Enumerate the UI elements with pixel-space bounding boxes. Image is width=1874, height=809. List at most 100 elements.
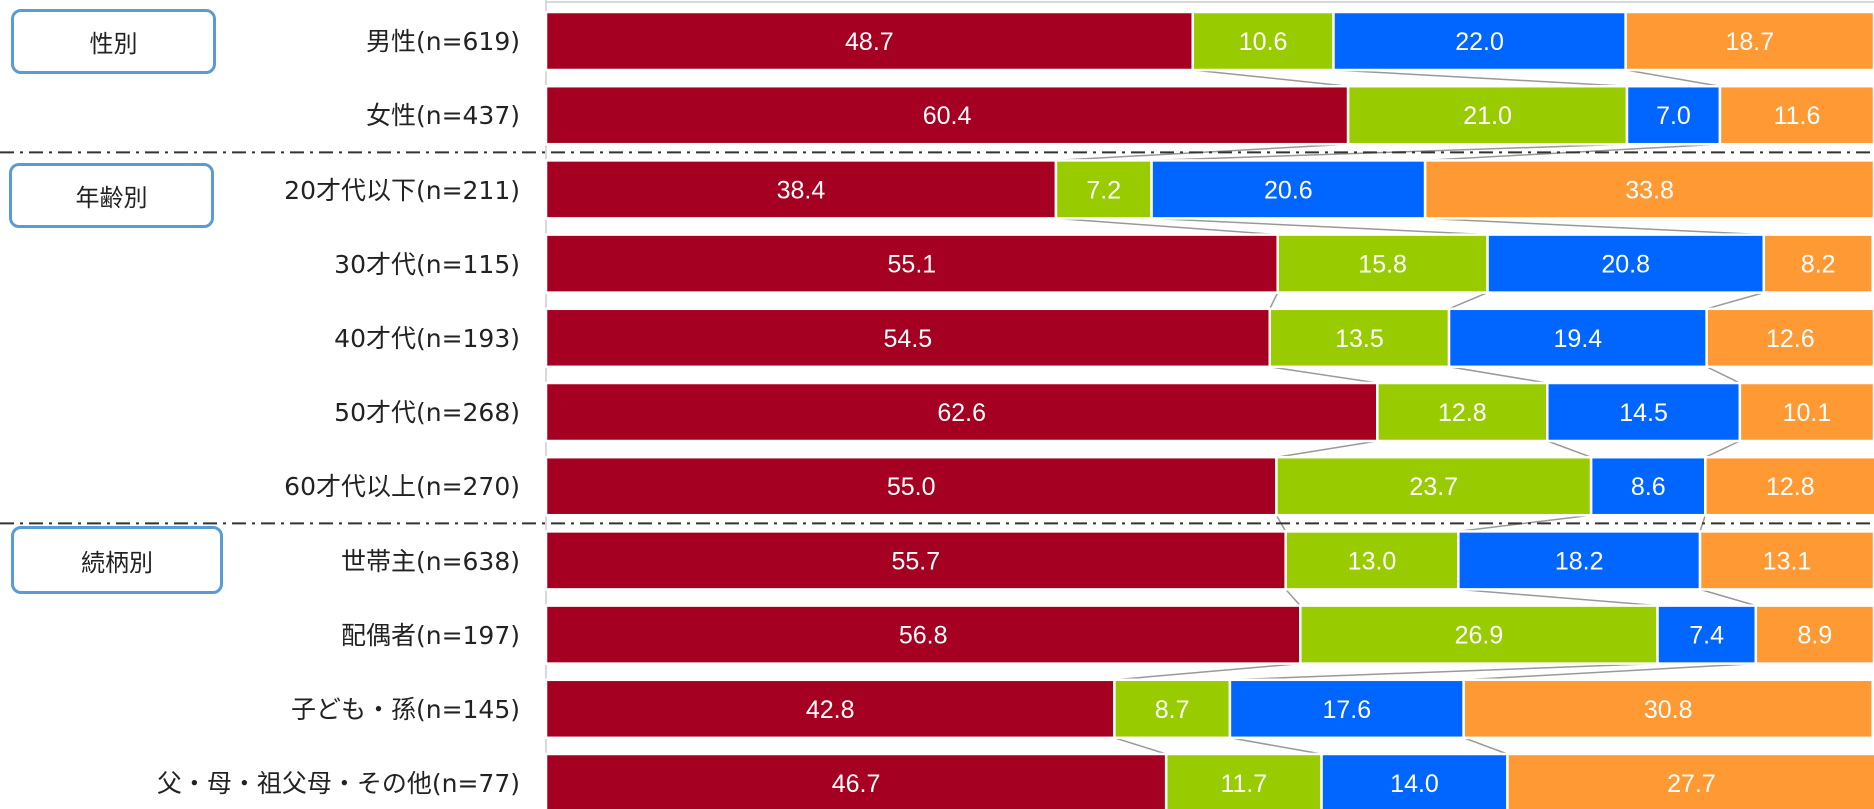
bar-segment [1705,307,1874,369]
data-label: 60.4 [923,102,972,130]
bar-segment [544,307,1272,369]
series-line [1705,440,1741,458]
bar-segment [1506,752,1874,809]
category-label: 20才代以下(n=211) [284,176,520,205]
data-label: 30.8 [1644,696,1693,724]
data-label: 38.4 [777,176,826,204]
data-label: 13.0 [1348,547,1397,575]
series-line [1706,366,1741,384]
data-label: 14.5 [1619,399,1668,427]
bar-segment [1191,10,1335,72]
bar-segment [1299,604,1659,665]
data-label: 8.2 [1801,251,1836,279]
bar-segment [1228,678,1465,740]
bar-segment [1718,84,1874,146]
data-label: 10.1 [1783,399,1832,427]
series-line [1285,588,1301,607]
bar-segment [1164,752,1323,809]
data-label: 18.2 [1555,547,1604,575]
bar-segment [1457,530,1702,591]
data-label: 8.6 [1631,473,1666,501]
category-label: 60才代以上(n=270) [284,472,520,501]
data-label: 56.8 [899,622,948,650]
category-label: 父・母・祖父母・その他(n=77) [156,769,520,798]
data-label: 48.7 [845,28,894,56]
bar-row: 42.8 8.7 17.6 30.8 [544,678,1874,740]
data-label: 55.0 [887,473,936,501]
series-line [1448,366,1548,384]
series-line [1333,69,1628,87]
series-line [1229,662,1658,681]
bar-row: 55.7 13.0 18.2 13.1 [544,530,1874,591]
bar-segment [1624,10,1874,72]
bar-row: 55.0 23.7 8.6 12.8 [544,455,1874,517]
group-box-age: 年齢別 [9,163,214,228]
category-label: 50才代(n=268) [334,398,520,427]
data-label: 11.6 [1774,102,1821,130]
bar-segment [1698,530,1874,591]
bar-row: 56.8 26.9 7.4 8.9 [544,604,1874,665]
data-label: 55.1 [888,251,937,279]
bar-segment [1275,455,1593,517]
series-line [1547,440,1592,458]
data-label: 54.5 [884,325,933,353]
series-line [1425,217,1764,236]
data-label: 62.6 [937,399,986,427]
bar-row: 60.4 21.0 7.0 11.6 [544,84,1874,146]
data-label: 13.1 [1763,547,1812,575]
group-label-age: 年齢別 [75,184,148,212]
category-label: 配偶者(n=197) [340,621,520,650]
bar-segment [1656,604,1758,665]
series-line [1625,69,1721,87]
series-line [1463,662,1756,681]
data-label: 20.6 [1264,176,1313,204]
bar-segment [1332,10,1627,72]
data-label: 33.8 [1625,176,1674,204]
series-line [1151,143,1628,162]
data-label: 55.7 [892,547,941,575]
bar-segment [1276,233,1489,294]
series-line [1269,366,1378,384]
series-line [1114,737,1167,755]
data-label: 46.7 [832,770,881,798]
data-label: 23.7 [1409,473,1458,501]
data-label: 7.4 [1689,622,1724,650]
bar-segment [1423,159,1874,220]
bar-segment [1346,84,1629,146]
series-line [1055,217,1278,236]
series-line [1458,514,1592,533]
group-box-relation: 続柄別 [11,526,223,594]
bar-segment [1268,307,1451,369]
bar-row: 48.7 10.6 22.0 18.7 [544,10,1874,72]
data-label: 26.9 [1455,622,1504,650]
bar-segment [1054,159,1153,220]
data-label: 12.6 [1766,325,1815,353]
data-label: 13.5 [1335,325,1384,353]
data-label: 8.9 [1798,622,1833,650]
group-label-gender: 性別 [89,30,138,58]
series-line [1448,291,1488,310]
series-line [1699,588,1757,607]
data-label: 19.4 [1554,325,1603,353]
category-label: 子ども・孫(n=145) [290,695,520,724]
data-label: 21.0 [1463,102,1512,130]
bar-segment [1546,381,1742,443]
bar-segment [544,752,1168,809]
bar-segment [1150,159,1427,220]
group-box-gender: 性別 [11,9,216,74]
bar-row: 55.1 15.8 20.8 8.2 [544,233,1874,294]
series-line [1458,588,1658,607]
bar-segment [1486,233,1766,294]
data-label: 15.8 [1358,251,1407,279]
series-line [1151,217,1488,236]
bar-segment [544,455,1278,517]
bar-segment [1284,530,1460,591]
series-line [1463,737,1508,755]
group-label-relation: 続柄別 [81,548,153,577]
category-label: 40才代(n=193) [334,324,520,353]
series-line [1276,440,1378,458]
data-label: 11.7 [1220,770,1267,798]
bar-segment [1704,455,1874,517]
data-label: 18.7 [1725,28,1774,56]
